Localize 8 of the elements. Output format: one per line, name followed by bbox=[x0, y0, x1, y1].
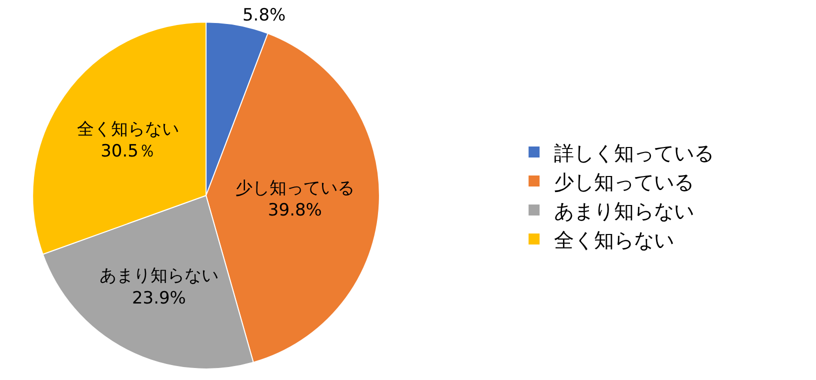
legend-label: 詳しく知っている bbox=[554, 140, 714, 165]
legend-label: 少し知っている bbox=[554, 170, 694, 194]
data-label: 少し知っている 39.8% bbox=[235, 178, 354, 220]
data-label: あまり知らない 23.9% bbox=[99, 266, 218, 308]
data-label: 全く知らない 30.5％ bbox=[77, 120, 179, 162]
data-label: 5.8% bbox=[242, 5, 286, 26]
legend-label: あまり知らない bbox=[554, 198, 694, 223]
legend-label: 全く知らない bbox=[554, 228, 674, 252]
